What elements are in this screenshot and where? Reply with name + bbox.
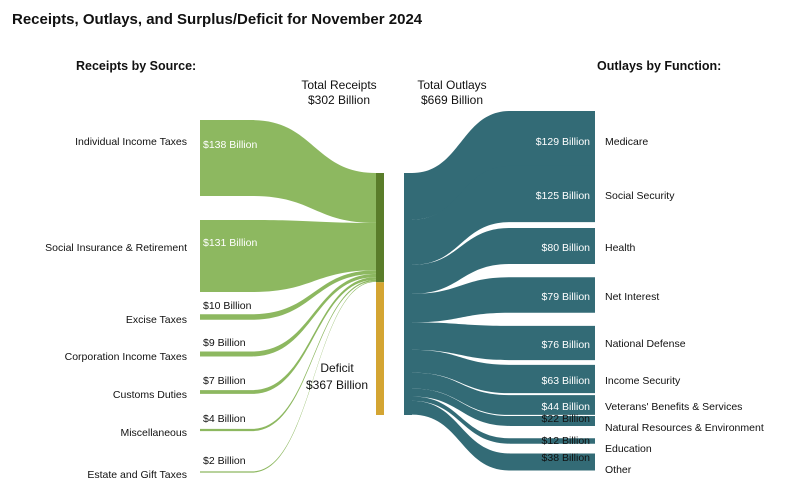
outlay-value-education: $12 Billion: [542, 435, 591, 447]
outlay-value-other: $38 Billion: [542, 452, 591, 464]
outlay-value-natural-resources-and-environment: $22 Billion: [542, 413, 591, 425]
total-receipts-value: $302 Billion: [308, 93, 370, 107]
outlay-flow-national-defense: [412, 322, 595, 361]
flow-labels: Individual Income Taxes $138 Billion Socia…: [45, 136, 764, 481]
total-receipts-bar: [376, 173, 384, 283]
receipt-flow-corporation-income-taxes: [200, 273, 376, 357]
outlay-category-income-security: Income Security: [605, 375, 681, 387]
total-bars: [376, 173, 412, 415]
receipt-category-corporation-income-taxes: Corporation Income Taxes: [65, 351, 187, 363]
receipt-category-customs-duties: Customs Duties: [113, 389, 187, 401]
chart-title: Receipts, Outlays, and Surplus/Deficit f…: [12, 11, 423, 28]
outlay-flow-income-security: [412, 349, 595, 394]
receipt-category-social-insurance-and-retirement: Social Insurance & Retirement: [45, 242, 187, 254]
total-outlays-label: Total Outlays: [417, 78, 486, 92]
outlay-flow-social-security: [412, 165, 595, 265]
outlay-flow-health: [412, 228, 595, 294]
outlay-value-medicare: $129 Billion: [536, 136, 590, 148]
outlay-flow-other: [412, 400, 595, 471]
receipt-category-individual-income-taxes: Individual Income Taxes: [75, 136, 187, 148]
receipt-flows: [200, 120, 376, 473]
outlay-value-social-security: $125 Billion: [536, 190, 590, 202]
outlay-category-net-interest: Net Interest: [605, 291, 659, 303]
outlay-value-veterans-benefits-and-services: $44 Billion: [542, 401, 591, 413]
outlay-flow-education: [412, 396, 595, 444]
receipt-value-miscellaneous: $4 Billion: [203, 413, 246, 425]
receipt-value-corporation-income-taxes: $9 Billion: [203, 337, 246, 349]
deficit-label: Deficit: [320, 361, 354, 375]
outlays-heading: Outlays by Function:: [597, 59, 721, 73]
receipt-value-estate-and-gift-taxes: $2 Billion: [203, 455, 246, 467]
outlay-value-income-security: $63 Billion: [542, 375, 591, 387]
total-outlays-value: $669 Billion: [421, 93, 483, 107]
outlay-category-social-security: Social Security: [605, 190, 675, 202]
outlay-category-national-defense: National Defense: [605, 338, 686, 350]
receipt-flow-excise-taxes: [200, 270, 376, 320]
outlay-value-health: $80 Billion: [542, 242, 591, 254]
outlay-category-health: Health: [605, 242, 636, 254]
receipt-flow-individual-income-taxes: [200, 120, 376, 223]
outlay-flow-net-interest: [412, 277, 595, 323]
outlay-flow-medicare: [412, 110, 595, 220]
deficit-value: $367 Billion: [306, 378, 368, 392]
total-receipts-label: Total Receipts: [301, 78, 376, 92]
outlay-category-veterans-benefits-and-services: Veterans' Benefits & Services: [605, 401, 742, 413]
receipt-value-excise-taxes: $10 Billion: [203, 300, 252, 312]
outlay-flows: [412, 110, 595, 471]
outlay-flow-veterans-benefits-and-services: [412, 372, 595, 415]
outlay-flow-natural-resources-and-environment: [412, 388, 595, 426]
outlay-category-medicare: Medicare: [605, 136, 648, 148]
outlay-category-other: Other: [605, 464, 632, 476]
receipts-heading: Receipts by Source:: [76, 59, 196, 73]
outlay-value-net-interest: $79 Billion: [542, 291, 591, 303]
deficit-bar: [376, 282, 384, 415]
receipt-category-estate-and-gift-taxes: Estate and Gift Taxes: [87, 469, 187, 481]
outlay-category-education: Education: [605, 443, 652, 455]
outlay-category-natural-resources-and-environment: Natural Resources & Environment: [605, 422, 764, 434]
receipt-value-individual-income-taxes: $138 Billion: [203, 139, 257, 151]
receipt-category-miscellaneous: Miscellaneous: [120, 427, 187, 439]
total-outlays-bar: [404, 173, 412, 415]
receipt-value-customs-duties: $7 Billion: [203, 375, 246, 387]
receipt-flow-social-insurance-and-retirement: [200, 219, 376, 293]
receipt-value-social-insurance-and-retirement: $131 Billion: [203, 237, 257, 249]
outlay-value-national-defense: $76 Billion: [542, 339, 591, 351]
receipt-category-excise-taxes: Excise Taxes: [126, 314, 187, 326]
receipt-flow-customs-duties: [200, 277, 376, 394]
